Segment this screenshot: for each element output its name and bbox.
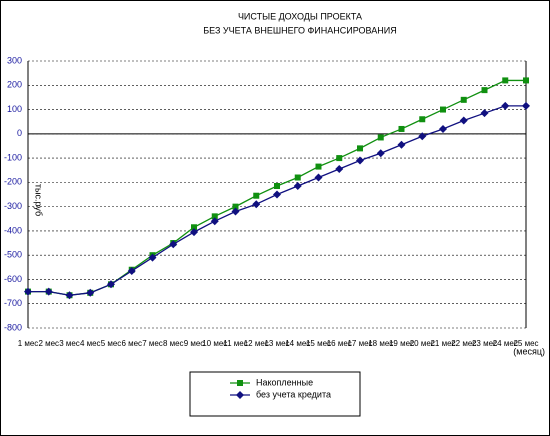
marker bbox=[460, 96, 467, 103]
marker bbox=[65, 291, 74, 300]
x-axis-label: (месяц) bbox=[513, 346, 545, 356]
legend-box bbox=[189, 371, 361, 417]
x-tick-label: 10 мес bbox=[202, 339, 227, 348]
x-tick-label: 23 мес bbox=[472, 339, 497, 348]
marker bbox=[357, 145, 363, 152]
marker bbox=[274, 183, 280, 190]
marker bbox=[148, 253, 157, 262]
x-tick-label: 13 мес bbox=[264, 339, 289, 348]
y-tick-label: -500 bbox=[4, 250, 22, 260]
marker bbox=[418, 132, 427, 141]
x-tick-label: 20 мес bbox=[410, 339, 435, 348]
marker bbox=[419, 116, 426, 123]
marker bbox=[481, 87, 488, 94]
marker bbox=[231, 207, 240, 216]
marker bbox=[439, 124, 447, 133]
y-axis-label: тыс.руб bbox=[34, 184, 44, 216]
marker bbox=[293, 182, 302, 191]
marker bbox=[44, 287, 53, 296]
marker bbox=[273, 190, 281, 199]
x-tick-label: 19 мес bbox=[389, 339, 414, 348]
marker bbox=[127, 266, 136, 275]
x-tick-label: 3 мес bbox=[59, 339, 80, 348]
x-tick-label: 25 мес bbox=[513, 339, 538, 348]
x-tick-label: 18 мес bbox=[368, 339, 393, 348]
marker bbox=[190, 228, 198, 237]
marker bbox=[398, 125, 405, 132]
legend-marker bbox=[236, 391, 244, 399]
x-tick-label: 8 мес bbox=[163, 339, 184, 348]
marker bbox=[253, 192, 260, 199]
x-tick-label: 9 мес bbox=[184, 339, 205, 348]
marker bbox=[314, 173, 323, 182]
y-tick-label: 100 bbox=[7, 104, 22, 114]
y-tick-label: -100 bbox=[4, 152, 22, 162]
x-tick-label: 7 мес bbox=[142, 339, 163, 348]
y-tick-label: -800 bbox=[4, 322, 22, 332]
marker bbox=[523, 77, 529, 84]
y-tick-label: -600 bbox=[4, 274, 22, 284]
x-tick-label: 16 мес bbox=[327, 339, 352, 348]
x-tick-label: 11 мес bbox=[223, 339, 247, 348]
y-tick-label: -200 bbox=[4, 177, 22, 187]
y-tick-label: -700 bbox=[4, 298, 22, 308]
marker bbox=[232, 203, 239, 210]
legend-label: без учета кредита bbox=[256, 389, 331, 399]
x-tick-label: 4 мес bbox=[80, 339, 101, 348]
marker bbox=[210, 217, 219, 226]
marker bbox=[356, 156, 364, 165]
x-tick-label: 5 мес bbox=[101, 339, 122, 348]
y-tick-label: 300 bbox=[7, 55, 22, 65]
marker bbox=[377, 134, 384, 141]
x-tick-label: 17 мес bbox=[347, 339, 372, 348]
y-tick-label: 0 bbox=[17, 128, 22, 138]
x-tick-label: 15 мес bbox=[306, 339, 331, 348]
marker bbox=[191, 224, 197, 231]
x-tick-label: 21 мес bbox=[430, 339, 455, 348]
marker bbox=[252, 200, 261, 209]
marker bbox=[169, 240, 178, 249]
marker bbox=[502, 77, 509, 84]
marker bbox=[459, 116, 468, 125]
marker bbox=[107, 280, 115, 289]
x-tick-label: 1 мес bbox=[18, 339, 39, 348]
marker bbox=[440, 106, 446, 113]
marker bbox=[315, 163, 322, 170]
x-tick-label: 6 мес bbox=[121, 339, 142, 348]
x-tick-label: 22 мес bbox=[451, 339, 476, 348]
marker bbox=[376, 149, 385, 158]
marker bbox=[24, 287, 32, 296]
y-tick-label: -300 bbox=[4, 201, 22, 211]
x-tick-label: 24 мес bbox=[493, 339, 518, 348]
chart-subtitle: БЕЗ УЧЕТА ВНЕШНЕГО ФИНАНСИРОВАНИЯ bbox=[203, 25, 396, 35]
x-tick-label: 2 мес bbox=[38, 339, 59, 348]
marker bbox=[294, 174, 301, 181]
legend-marker bbox=[237, 380, 243, 386]
marker bbox=[522, 101, 530, 110]
marker bbox=[335, 165, 344, 174]
chart-title: ЧИСТЫЕ ДОХОДЫ ПРОЕКТА bbox=[238, 11, 362, 21]
marker bbox=[211, 213, 218, 220]
x-tick-label: 12 мес bbox=[244, 339, 269, 348]
legend-label: Накопленные bbox=[256, 377, 313, 387]
marker bbox=[501, 101, 510, 110]
marker bbox=[480, 109, 489, 118]
x-tick-label: 14 мес bbox=[285, 339, 310, 348]
marker bbox=[397, 140, 406, 149]
y-tick-label: -400 bbox=[4, 225, 22, 235]
y-tick-label: 200 bbox=[7, 80, 22, 90]
marker bbox=[86, 288, 95, 297]
marker bbox=[336, 155, 343, 162]
